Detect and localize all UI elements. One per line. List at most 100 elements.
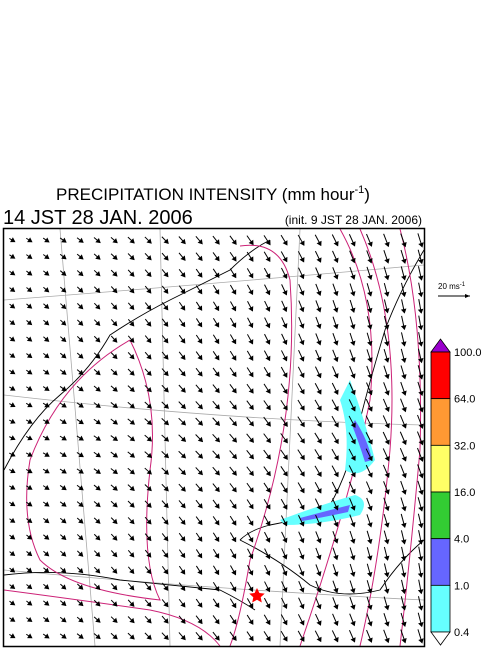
wind-arrow-head (78, 270, 84, 277)
title-sup: -1 (355, 184, 365, 196)
wind-arrow-head (112, 386, 118, 392)
wind-arrow-head (299, 636, 305, 642)
wind-arrow-head (61, 386, 67, 392)
wind-arrow-head (129, 238, 135, 244)
wind-arrow-head (231, 586, 237, 592)
wind-arrow-head (350, 357, 356, 363)
colorbar-label: 32.0 (454, 440, 475, 452)
wind-arrow-head (265, 570, 271, 576)
wind-arrow-head (231, 536, 237, 543)
wind-arrow-head (214, 371, 220, 377)
wind-arrow-head (95, 402, 101, 408)
wind-arrow-head (367, 340, 373, 347)
wind-arrow-head (384, 341, 390, 347)
wind-arrow-head (367, 307, 373, 314)
wind-arrow-head (26, 517, 33, 524)
wind-arrow-head (299, 570, 305, 577)
wind-arrow-head (248, 586, 254, 593)
wind-arrow-head (333, 636, 339, 643)
colorbar-label: 16.0 (454, 487, 475, 499)
wind-arrow-head (316, 340, 322, 346)
wind-arrow-head (163, 337, 169, 344)
wind-arrow-head (400, 572, 407, 578)
wind-arrow-head (27, 633, 33, 639)
wind-arrow-head (214, 486, 220, 493)
wind-arrow-head (282, 554, 288, 560)
wind-arrow-head (248, 635, 254, 642)
wind-arrow-head (367, 621, 373, 627)
wind-arrow-head (60, 567, 67, 574)
wind-arrow-head (350, 472, 356, 478)
wind-arrow-head (350, 307, 356, 313)
wind-arrow-head (265, 586, 271, 593)
wind-arrow-head (401, 489, 407, 495)
wind-arrow-head (400, 308, 407, 314)
wind-arrow-head (27, 418, 33, 424)
wind-arrow-head (282, 372, 288, 378)
wind-arrow-head (180, 453, 187, 459)
wind-arrow-head (265, 404, 271, 411)
wind-arrow-head (316, 504, 322, 511)
wind-arrow-head (231, 239, 237, 245)
wind-arrow-head (248, 421, 254, 427)
wind-arrow-head (9, 616, 16, 622)
wind-arrow-head (78, 617, 84, 623)
wind-arrow-head (299, 372, 305, 379)
wind-arrow-head (299, 521, 305, 527)
wind-arrow-head (95, 468, 101, 474)
wind-arrow-head (214, 387, 220, 394)
wind-arrow-head (146, 469, 152, 475)
wind-arrow-head (9, 501, 16, 507)
wind-arrow-head (112, 469, 118, 475)
wind-arrow-head (10, 435, 16, 441)
wind-arrow-head (146, 386, 152, 393)
wind-arrow-head (231, 520, 237, 526)
wind-arrow-head (9, 319, 16, 325)
wind-arrow-head (163, 436, 170, 442)
wind-arrow-head (367, 324, 373, 330)
wind-arrow-head (299, 620, 305, 626)
wind-arrow-head (9, 270, 16, 276)
wind-arrow-head (231, 486, 237, 493)
wind-arrow-head (333, 438, 339, 445)
wind-arrow-head (61, 501, 67, 507)
wind-arrow-head (197, 239, 203, 245)
wind-arrow-head (400, 291, 407, 298)
wind-arrow-head (282, 323, 288, 329)
wind-arrow-head (248, 371, 254, 378)
wind-arrow-head (231, 305, 237, 312)
wind-arrow-head (383, 324, 390, 330)
wind-arrow-head (129, 370, 135, 376)
wind-arrow-head (231, 553, 237, 559)
wind-arrow-head (316, 471, 322, 478)
wind-arrow-head (350, 455, 356, 461)
wind-arrow-head (367, 373, 373, 379)
wind-arrow-head (367, 505, 373, 511)
colorbar-segment (430, 584, 451, 633)
wind-arrow-head (282, 619, 288, 626)
wind-arrow-head (248, 355, 254, 361)
wind-arrow-head (197, 453, 204, 459)
wind-arrow-head (333, 521, 339, 528)
wind-arrow-head (180, 354, 186, 361)
wind-arrow-head (350, 373, 356, 379)
wind-arrow-head (95, 452, 101, 458)
wind-arrow-head (61, 617, 67, 623)
wind-arrow-head (163, 420, 170, 426)
colorbar: 100.0 64.0 32.0 16.0 4.0 1.0 0.4 (430, 338, 482, 646)
wind-arrow-head (265, 636, 271, 642)
wind-arrow-head (26, 551, 33, 557)
wind-arrow-head (197, 338, 203, 344)
wind-arrow-head (248, 570, 254, 576)
wind-arrow-head (401, 439, 407, 446)
wind-arrow-head (27, 385, 33, 391)
wind-arrow-head (299, 405, 305, 411)
wind-arrow-head (367, 258, 373, 264)
wind-arrow-head (180, 370, 186, 377)
wind-arrow-head (265, 553, 271, 560)
wind-arrow-head (350, 637, 356, 643)
wind-arrow-head (129, 337, 135, 343)
wind-arrow-head (248, 306, 254, 312)
wind-arrow-head (282, 636, 288, 642)
wind-arrow-head (299, 421, 305, 428)
